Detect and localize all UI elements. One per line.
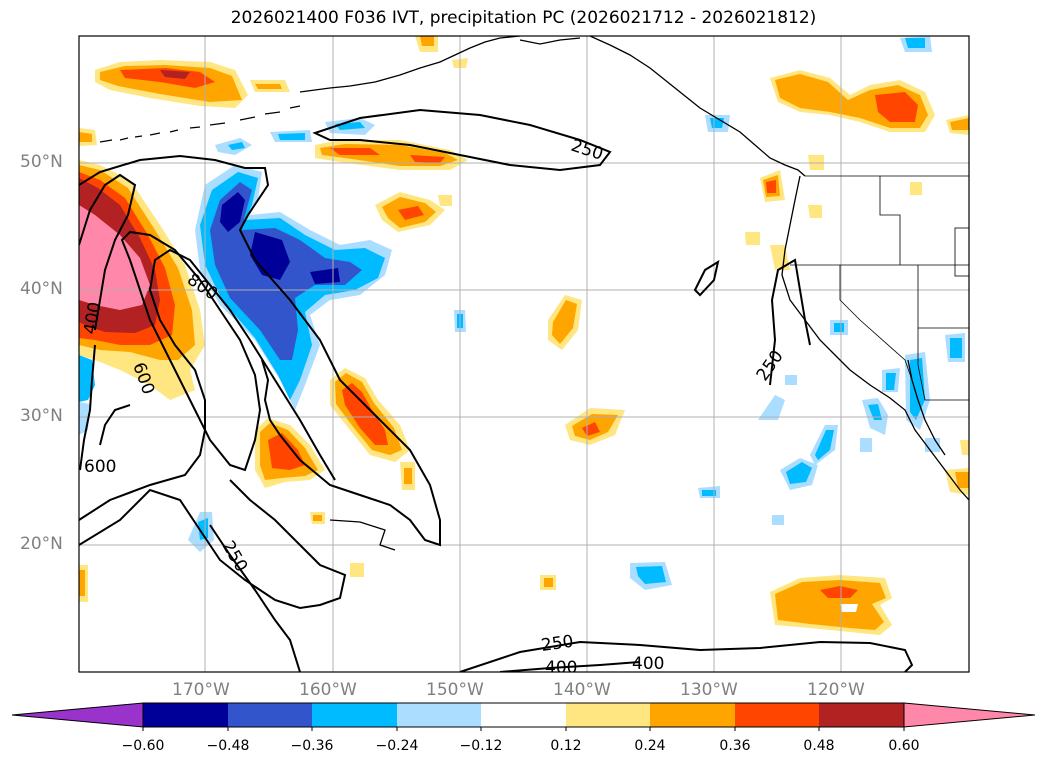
contour-400-bottom <box>499 661 641 672</box>
colorbar-bin-1 <box>143 703 228 727</box>
contour-800 <box>120 230 262 472</box>
lon-label-130w: 130°W <box>680 680 738 700</box>
positive-anomaly-southeast <box>770 575 892 635</box>
colorbar-bin-4 <box>397 703 481 727</box>
colorbar-tick: −0.48 <box>206 738 250 754</box>
lat-label-50n: 50°N <box>20 152 63 172</box>
colorbar-tick: −0.36 <box>290 738 334 754</box>
contour-250-west <box>79 154 441 547</box>
colorbar-bin-2 <box>228 703 312 727</box>
contour-250-east <box>769 258 811 386</box>
lon-label-160w: 160°W <box>299 680 357 700</box>
contour-label-250-bottom: 250 <box>540 632 575 656</box>
colorbar-extend-high <box>903 702 1036 728</box>
coastlines <box>299 36 969 551</box>
contour-800-west <box>79 173 137 331</box>
chart-title: 2026021400 F036 IVT, precipitation PC (2… <box>230 8 817 28</box>
colorbar-tick: 0.36 <box>719 738 751 754</box>
contour-600-b <box>99 404 131 446</box>
contour-250-south-2 <box>209 524 301 672</box>
contour-250-bottom <box>459 640 914 672</box>
contour-small-loop <box>693 259 720 297</box>
colorbar-extend-low <box>11 702 144 728</box>
colorbar-tick: −0.12 <box>459 738 503 754</box>
positive-anomaly-northeast <box>415 36 969 495</box>
positive-anomaly-west <box>79 160 205 400</box>
contour-400 <box>79 248 336 521</box>
colorbar-tick: 0.48 <box>803 738 835 754</box>
graticule <box>79 36 969 672</box>
lat-label-30n: 30°N <box>20 406 63 426</box>
lon-label-150w: 150°W <box>426 680 484 700</box>
colorbar-bin-7 <box>650 703 735 727</box>
colorbar-tick: −0.60 <box>121 738 165 754</box>
aleutian-islands <box>99 105 301 143</box>
colorbar <box>11 702 1036 731</box>
colorbar-bin-9 <box>819 703 904 727</box>
colorbar-bin-8 <box>735 703 819 727</box>
colorbar-tick: 0.24 <box>634 738 666 754</box>
colorbar-tick: 0.60 <box>888 738 920 754</box>
ivt-contours <box>79 108 914 672</box>
map-frame <box>78 35 970 673</box>
lat-label-20n: 20°N <box>20 534 63 554</box>
contour-600 <box>79 344 96 471</box>
lon-label-120w: 120°W <box>807 680 865 700</box>
contour-250-north <box>312 108 612 172</box>
colorbar-bin-3 <box>312 703 397 727</box>
colorbar-tick: −0.24 <box>375 738 419 754</box>
contour-label-600-south: 600 <box>84 457 116 477</box>
lon-label-140w: 140°W <box>553 680 611 700</box>
positive-anomaly-north-pacific <box>79 60 290 146</box>
colorbar-bin-6 <box>566 703 650 727</box>
state-borders <box>790 175 969 401</box>
negative-anomaly-central <box>195 165 392 410</box>
colorbar-tick: 0.12 <box>550 738 582 754</box>
contour-label-400-bottom: 400 <box>545 658 577 678</box>
lon-label-170w: 170°W <box>172 680 230 700</box>
lat-label-40n: 40°N <box>20 279 63 299</box>
colorbar-bin-5 <box>481 703 566 727</box>
contour-250-south <box>79 479 347 610</box>
contour-label-400-bottom-2: 400 <box>632 654 664 674</box>
